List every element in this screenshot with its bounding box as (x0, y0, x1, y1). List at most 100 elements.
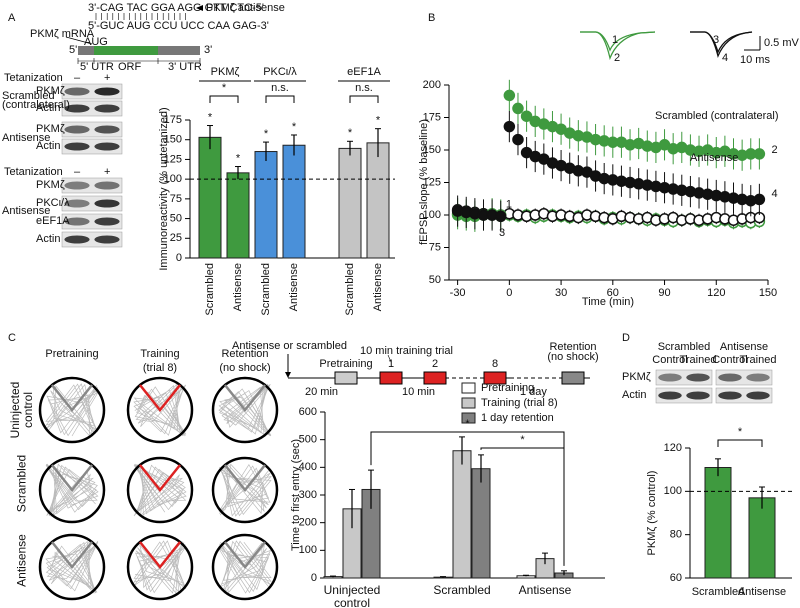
band (94, 181, 120, 190)
band (94, 235, 120, 244)
y-tick-label: 100 (164, 173, 182, 185)
x-tick-label: 0 (506, 287, 512, 299)
point (520, 110, 533, 122)
label: (no shock) (547, 351, 598, 363)
maze-track (218, 383, 272, 437)
maze (211, 456, 279, 524)
x-tick-label: Antisense (288, 263, 300, 311)
point (494, 210, 507, 223)
band (658, 373, 682, 382)
group-title: PKMζ (211, 66, 240, 78)
bar (254, 151, 278, 259)
y-tick-label: 0 (311, 572, 317, 584)
maze-arms (51, 464, 93, 493)
y-axis-title: fEPSP slope (% baseline) (418, 119, 430, 245)
y-tick-label: 200 (423, 79, 441, 91)
x-tick-label: Scrambled (260, 263, 272, 316)
bar (704, 467, 732, 579)
label: PKMζ (36, 85, 65, 97)
x-tick-label: Antisense (372, 263, 384, 311)
bar (471, 468, 491, 579)
y-tick-label: 175 (423, 111, 441, 123)
box (334, 371, 358, 385)
panel-label: C (8, 332, 16, 344)
y-tick-label: 600 (299, 406, 317, 418)
band (94, 87, 120, 96)
point (753, 148, 766, 160)
box (561, 371, 585, 385)
maze-arms (224, 464, 266, 493)
label: 1 (612, 34, 618, 46)
band (64, 217, 90, 226)
maze (126, 376, 194, 444)
y-tick-label: 50 (429, 274, 441, 286)
y-tick-label: 500 (299, 434, 317, 446)
label: Actin (36, 140, 60, 152)
band (658, 391, 682, 400)
x-tick-label: Scrambled (433, 583, 491, 597)
x-tick-label: Scrambled (344, 263, 356, 316)
significance: * (465, 418, 470, 430)
band (718, 373, 742, 382)
label: 8 (492, 358, 498, 370)
maze (211, 376, 279, 444)
box (379, 371, 403, 385)
y-tick-label: 25 (170, 232, 182, 244)
significance: * (520, 434, 525, 446)
label: Retention (221, 348, 268, 360)
band (94, 104, 120, 113)
group-title: eEF1A (347, 66, 381, 78)
label: PKMζ (622, 371, 651, 383)
label: + (104, 72, 110, 84)
legend-swatch (461, 397, 476, 409)
label: Antisense (2, 132, 50, 144)
maze-row-label: Antisense (14, 534, 29, 587)
box (483, 371, 507, 385)
label: 2 (614, 52, 620, 64)
x-tick-label: 60 (607, 287, 619, 299)
maze-arms (224, 541, 266, 570)
panel-label: D (622, 332, 630, 344)
label: Scrambled (658, 341, 711, 353)
label: + (104, 166, 110, 178)
maze (38, 376, 106, 444)
maze-arms (139, 464, 181, 493)
series-label: Scrambled (contralateral) (655, 110, 779, 122)
y-axis-title: PKMζ (% control) (646, 471, 658, 556)
label: PKMζ antisense (206, 2, 285, 14)
label: Actin (622, 389, 646, 401)
band (64, 125, 90, 134)
band (64, 181, 90, 190)
legend-entry: Training (trial 8) (481, 397, 558, 409)
label: 5' (69, 44, 77, 56)
bar-mark: * (264, 128, 269, 140)
band (718, 391, 742, 400)
label: Actin (36, 102, 60, 114)
y-tick-label: 75 (170, 193, 182, 205)
point-label: 3 (499, 227, 505, 239)
bar (226, 172, 250, 259)
arrow (196, 5, 203, 11)
bar-mark: * (348, 127, 353, 139)
trace (690, 31, 753, 59)
label: 20 min (305, 386, 338, 398)
label: 3' (204, 44, 212, 56)
maze-track (218, 540, 272, 594)
label: 2 (432, 358, 438, 370)
x-tick-label: 90 (658, 287, 670, 299)
label: (contralateral) (2, 99, 70, 111)
label: ORF (118, 61, 142, 73)
label: Antisense or scrambled (232, 340, 347, 352)
band (94, 125, 120, 134)
label: 0.5 mV (764, 37, 800, 49)
trace (580, 31, 656, 61)
label: (trial 8) (143, 362, 177, 374)
band (64, 142, 90, 151)
x-tick-label: Scrambled (692, 586, 745, 598)
band (746, 373, 770, 382)
label: 5'-GUC AUG CCU UCC CAA GAG-3' (88, 20, 269, 32)
point-label: 1 (506, 199, 512, 211)
bar (198, 136, 222, 259)
label: Scrambled (2, 90, 55, 102)
